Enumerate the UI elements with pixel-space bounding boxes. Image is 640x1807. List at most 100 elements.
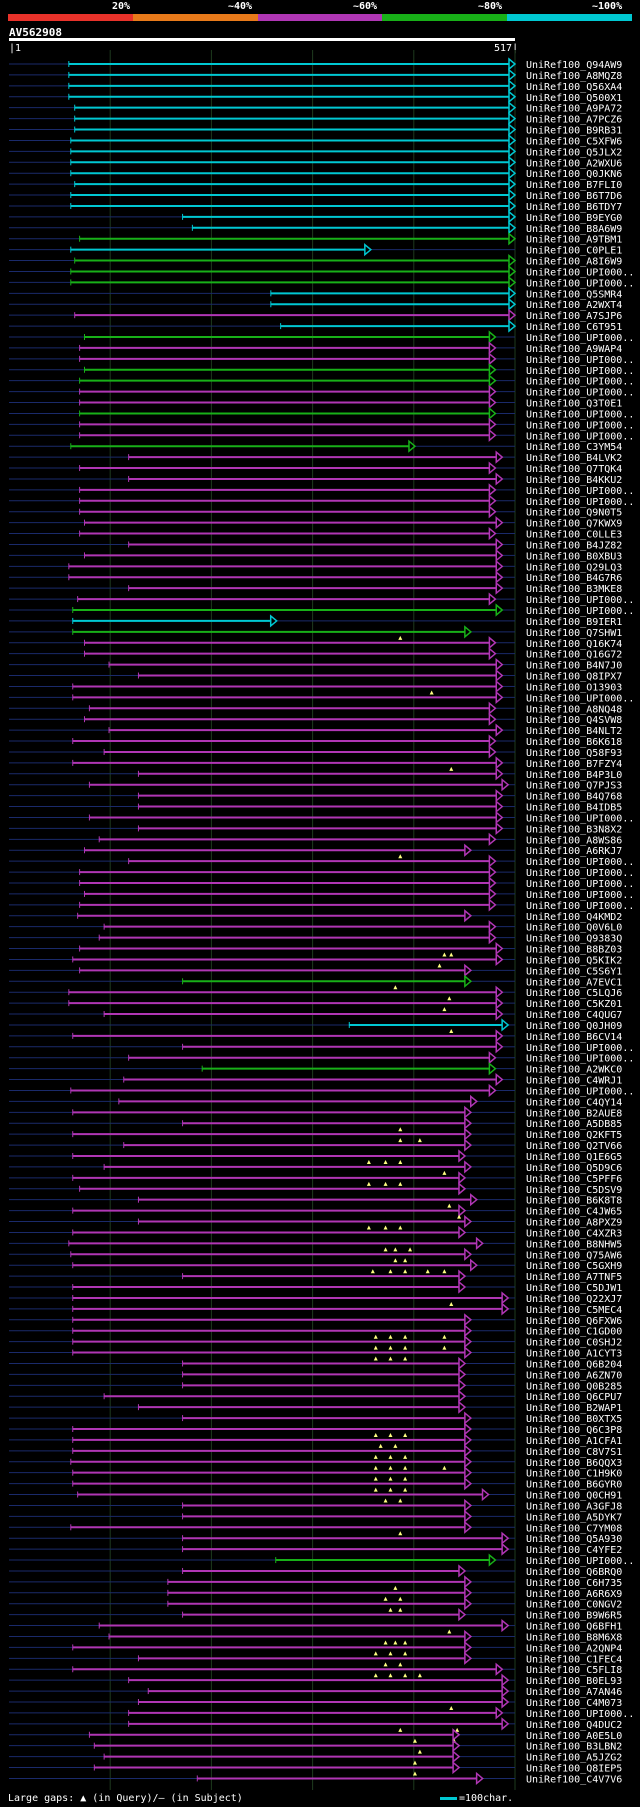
hit-label: UniRef100_B3MKE8 [526, 584, 622, 595]
query-gap-marker-icon [393, 985, 398, 990]
query-gap-marker-icon [449, 1301, 454, 1306]
hit-label: UniRef100_A5DYK7 [526, 1512, 622, 1523]
query-gap-marker-icon [403, 1345, 408, 1350]
query-gap-marker-icon [383, 1662, 388, 1667]
hit-arrow-icon [464, 843, 473, 857]
hit-label: UniRef100_C5DSV9 [526, 1185, 622, 1196]
hit-label: UniRef100_B2WAP1 [526, 1403, 622, 1414]
hit-arrow-icon [501, 1531, 510, 1545]
legend-swatch-2 [257, 14, 383, 21]
hit-arrow-icon [408, 439, 417, 453]
hit-arrow-icon [495, 1040, 504, 1054]
hit-arrow-icon [464, 1597, 473, 1611]
hit-arrow-icon [475, 1771, 484, 1786]
hit-label: UniRef100_Q0V6L0 [526, 923, 622, 934]
query-gap-marker-icon [373, 1476, 378, 1481]
hit-label: UniRef100_UPI000.. [526, 278, 634, 289]
hit-label: UniRef100_B6K618 [526, 737, 622, 748]
hit-arrow-icon [508, 79, 517, 93]
hit-arrow-icon [488, 461, 497, 475]
query-gap-marker-icon [373, 1433, 378, 1437]
hit-label: UniRef100_B8A6W9 [526, 224, 622, 235]
hit-label: UniRef100_C5KZ01 [526, 999, 622, 1010]
query-end-label: 517| [494, 43, 519, 54]
query-gap-marker-icon [449, 766, 454, 771]
query-id: AV562908 [9, 26, 62, 39]
hit-arrow-icon [464, 1509, 473, 1523]
hit-arrow-icon [464, 1466, 473, 1480]
query-gap-marker-icon [366, 1181, 371, 1186]
hit-label: UniRef100_Q0CH91 [526, 1491, 622, 1502]
hit-label: UniRef100_Q5A930 [526, 1534, 622, 1545]
query-gap-marker-icon [373, 1465, 378, 1470]
hit-arrow-icon [488, 865, 497, 879]
hit-label: UniRef100_A8I6W9 [526, 257, 622, 268]
hit-arrow-icon [464, 1247, 473, 1261]
hit-arrow-icon [464, 1455, 473, 1469]
hit-label: UniRef100_Q2TV66 [526, 1141, 622, 1152]
hit-arrow-icon [458, 1400, 467, 1414]
query-gap-marker-icon [383, 1640, 388, 1645]
hit-label: UniRef100_UPI000.. [526, 420, 634, 431]
legend-swatch-1 [132, 14, 258, 21]
hit-arrow-icon [501, 1695, 510, 1709]
hit-label: UniRef100_UPI000.. [526, 431, 634, 442]
hit-label: UniRef100_B6T7D6 [526, 191, 622, 202]
hit-arrow-icon [501, 1302, 510, 1316]
hit-label: UniRef100_A2WKC0 [526, 1065, 622, 1076]
hit-arrow-icon [458, 1203, 467, 1218]
hit-label: UniRef100_Q0JKN6 [526, 169, 622, 180]
hit-arrow-icon [488, 832, 497, 846]
hit-label: UniRef100_Q58F93 [526, 748, 622, 759]
query-gap-marker-icon [388, 1269, 393, 1274]
hit-label: UniRef100_Q4DUC2 [526, 1720, 622, 1731]
query-gap-marker-icon [393, 1585, 398, 1590]
hit-arrow-icon [464, 1422, 473, 1436]
hit-label: UniRef100_A6R6X9 [526, 1589, 622, 1600]
hit-arrow-icon [495, 985, 504, 999]
hit-label: UniRef100_B0XTX5 [526, 1414, 622, 1425]
hit-label: UniRef100_UPI000.. [526, 355, 634, 366]
hit-arrow-icon [508, 144, 517, 158]
hit-arrow-icon [488, 876, 497, 890]
footer: Large gaps: ▲ (in Query)/— (in Subject) … [0, 1790, 640, 1807]
query-gap-marker-icon [383, 1225, 388, 1230]
hit-arrow-icon [452, 1728, 461, 1742]
hit-label: UniRef100_Q0B285 [526, 1381, 622, 1392]
hit-label: UniRef100_C4V7V6 [526, 1774, 622, 1785]
query-gap-marker-icon [425, 1269, 430, 1274]
hit-arrow-icon [495, 756, 504, 770]
hit-arrow-icon [495, 559, 504, 573]
hit-label: UniRef100_B8BZ03 [526, 945, 622, 956]
hit-arrow-icon [508, 177, 517, 191]
query-start: 1 [15, 43, 22, 54]
hit-label: UniRef100_Q2KFT5 [526, 1130, 622, 1141]
hit-label: UniRef100_A7PCZ6 [526, 115, 622, 126]
hit-arrow-icon [488, 745, 497, 759]
hit-arrow-icon [508, 210, 517, 224]
hit-arrow-icon [495, 690, 504, 704]
query-gap-marker-icon [383, 1247, 388, 1252]
hit-label: UniRef100_B0EL93 [526, 1676, 622, 1687]
hit-arrow-icon [458, 1182, 467, 1196]
hit-label: UniRef100_B4KKU2 [526, 475, 622, 486]
hit-arrow-icon [495, 668, 504, 683]
hit-label: UniRef100_C4QUG7 [526, 1010, 622, 1021]
hit-label: UniRef100_B7FZY4 [526, 759, 622, 770]
query-gap-marker-icon [393, 1258, 398, 1263]
query-gap-marker-icon [403, 1356, 408, 1361]
hit-label: UniRef100_C4WRJ1 [526, 1076, 622, 1087]
legend-swatch-3 [382, 14, 508, 21]
hit-arrow-icon [452, 1760, 461, 1775]
query-gap-marker-icon [403, 1433, 408, 1437]
hit-arrow-icon [508, 319, 517, 333]
scale-line-icon [440, 1796, 457, 1800]
query-gap-marker-icon [388, 1607, 393, 1612]
hit-arrow-icon [364, 243, 373, 257]
hit-label: UniRef100_B9EYG0 [526, 213, 622, 224]
hit-label: UniRef100_O13903 [526, 682, 622, 693]
hit-label: UniRef100_C5XFW6 [526, 136, 622, 147]
hit-arrow-icon [488, 505, 497, 519]
hit-label: UniRef100_C7YM08 [526, 1523, 622, 1534]
